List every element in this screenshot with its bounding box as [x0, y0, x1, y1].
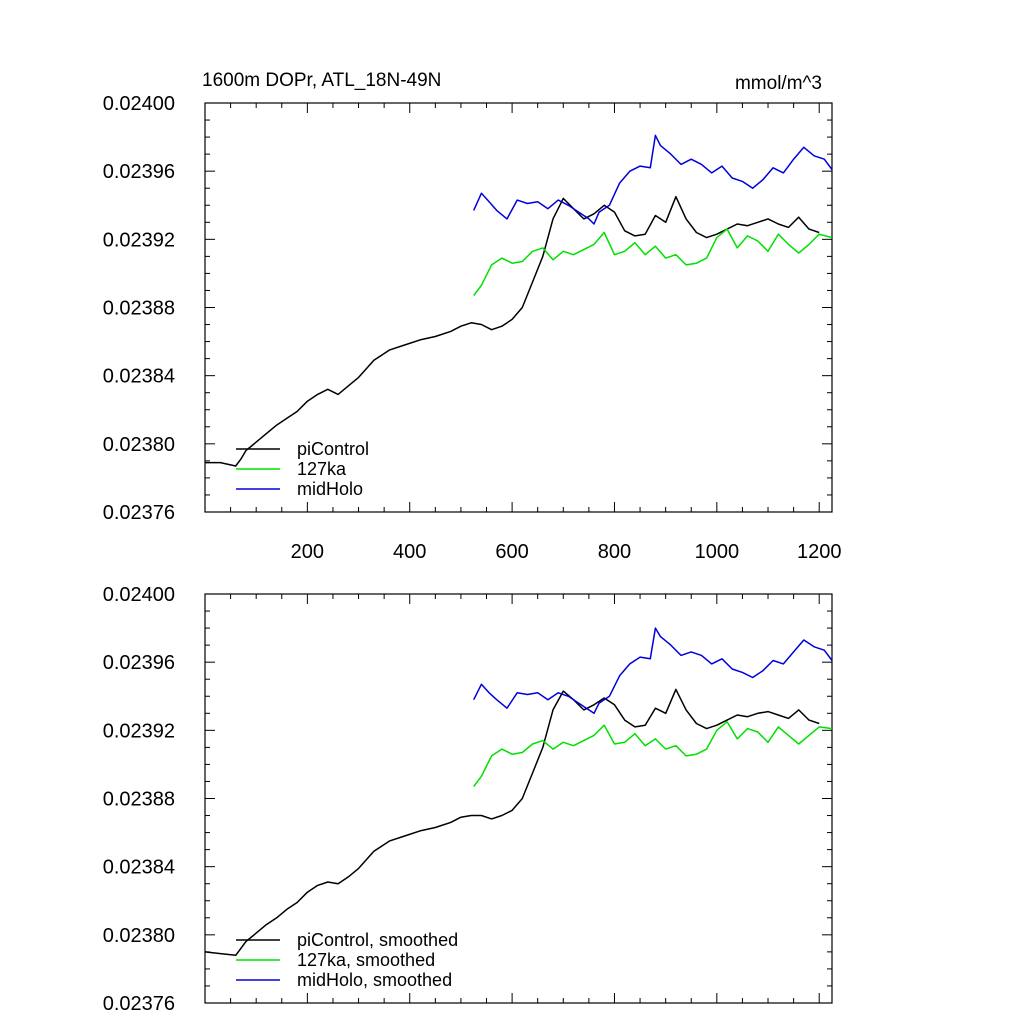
x-tick-label: 200 [291, 541, 324, 563]
series-line-picontrol [205, 195, 820, 467]
top-panel: 200 400 600 800 1000 1200 0.02376 0.02380 0.0238… [103, 70, 842, 563]
series-line-127ka [473, 721, 833, 788]
series-line-midholo [473, 627, 833, 715]
legend-label: 127ka, smoothed [297, 950, 435, 970]
y-tick-label: 0.02392 [103, 229, 175, 251]
units-label: mmol/m^3 [735, 73, 822, 94]
y-tick-label: 0.02400 [103, 584, 175, 606]
y-tick-label: 0.02380 [103, 434, 175, 456]
x-tick-label: 600 [495, 541, 528, 563]
y-tick-label: 0.02380 [103, 925, 175, 947]
x-tick-label: 400 [393, 541, 426, 563]
series-line-127ka [473, 228, 833, 297]
series-line-picontrol [204, 688, 820, 957]
legend-label: piControl, smoothed [297, 930, 458, 950]
x-tick-label: 800 [598, 541, 631, 563]
legend-label: 127ka [297, 459, 347, 479]
y-tick-label: 0.02392 [103, 720, 175, 742]
series-line-midholo [473, 134, 833, 225]
y-tick-label: 0.02396 [103, 161, 175, 183]
y-tick-label: 0.02396 [103, 652, 175, 674]
y-tick-label: 0.02384 [103, 857, 175, 879]
chart-title: 1600m DOPr, ATL_18N-49N [202, 70, 441, 91]
legend-label: midHolo [297, 479, 363, 499]
y-tick-label: 0.02400 [103, 93, 175, 115]
x-tick-label: 1000 [695, 541, 740, 563]
y-tick-label: 0.02388 [103, 789, 175, 811]
legend-label: midHolo, smoothed [297, 970, 452, 990]
y-tick-label: 0.02376 [103, 993, 175, 1015]
bottom-panel: 0.02376 0.02380 0.02384 0.02388 0.02392 0.023… [103, 584, 833, 1015]
y-tick-label: 0.02376 [103, 502, 175, 524]
y-tick-label: 0.02388 [103, 298, 175, 320]
x-tick-label: 1200 [797, 541, 842, 563]
legend-label: piControl [297, 439, 369, 459]
y-tick-label: 0.02384 [103, 366, 175, 388]
